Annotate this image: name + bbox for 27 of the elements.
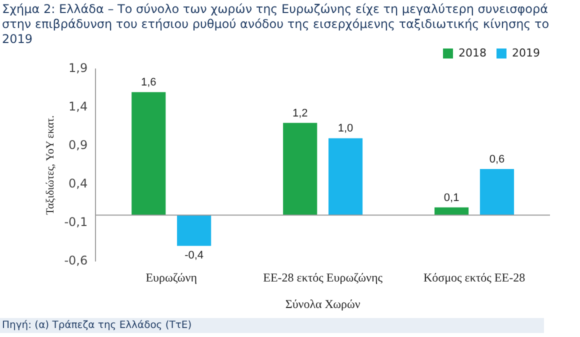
y-tick-label: 0,4 <box>68 176 88 190</box>
bar <box>177 215 212 246</box>
y-tick-label: 1,9 <box>68 61 88 76</box>
bar <box>132 92 166 216</box>
data-label: -0,4 <box>184 249 204 262</box>
y-tick-label: 1,4 <box>68 100 88 114</box>
legend-label: 2018 <box>458 46 487 60</box>
x-tick-label: Κόσμος εκτός ΕΕ-28 <box>423 270 526 285</box>
x-tick-label: ΕΕ-28 εκτός Ευρωζώνης <box>263 270 383 285</box>
data-label: 1,6 <box>140 76 156 89</box>
data-label: 1,0 <box>338 122 354 135</box>
y-tick-label: 0,9 <box>68 138 88 152</box>
data-label: 0,6 <box>489 153 505 166</box>
chart-title: Σχήμα 2: Ελλάδα – Το σύνολο των χωρών της Ευρωζώνης είχε τη μεγαλύτερη συνεισφορά στην επιβράδυνση του ετήσιου ρυθμού ανόδου της εισερχόμενης ταξιδιωτικής κίνησης το 2019 <box>1 1 550 46</box>
bar <box>480 168 514 216</box>
y-axis-title: Ταξιδιώτες, YoY εκατ. <box>44 115 56 215</box>
bar <box>283 122 318 216</box>
x-axis-title: Σύνολα Χωρών <box>285 296 361 311</box>
text: Πηγή: (α) Τράπεζα της Ελλάδος (ΤτΕ) <box>0 318 544 333</box>
data-label: 0,1 <box>444 192 460 204</box>
data-label: 1,2 <box>292 107 308 120</box>
y-tick-label: -0,1 <box>64 214 88 229</box>
bar <box>434 207 469 216</box>
bar <box>328 138 363 216</box>
y-tick-label: -0,6 <box>64 253 88 268</box>
x-tick-label: Ευρωζώνη <box>146 270 197 285</box>
legend-label: 2019 <box>512 46 540 60</box>
